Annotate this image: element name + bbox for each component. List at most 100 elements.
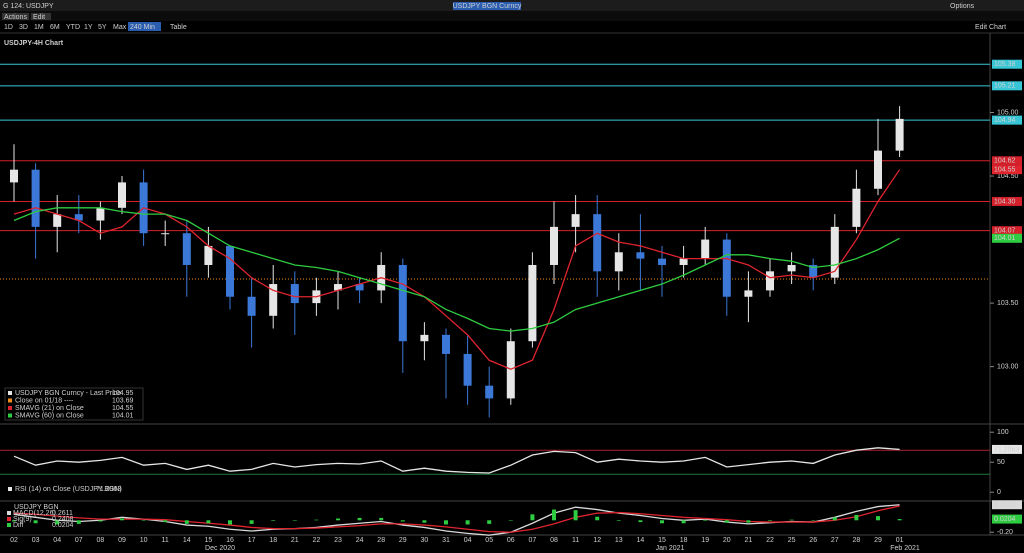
histogram-bar xyxy=(876,516,880,521)
y-tick-label: 105.00 xyxy=(997,109,1019,116)
legend-value: 104.01 xyxy=(112,412,134,419)
histogram-bar xyxy=(33,520,38,524)
x-tick-label: 18 xyxy=(269,537,277,544)
legend-value: 103.69 xyxy=(112,397,134,404)
x-tick-label: 02 xyxy=(10,537,18,544)
x-tick-label: 21 xyxy=(745,537,753,544)
histogram-bar xyxy=(789,519,794,521)
value-box xyxy=(992,196,1022,206)
interval[interactable]: 240 Min xyxy=(130,24,155,31)
candle-body xyxy=(398,264,407,342)
action-bar xyxy=(0,11,1024,21)
candle-body xyxy=(679,258,688,265)
period-button[interactable]: 1D xyxy=(4,24,13,31)
histogram-bar xyxy=(897,519,902,521)
histogram-bar xyxy=(184,520,189,524)
candle-body xyxy=(528,264,537,342)
period-button[interactable]: YTD xyxy=(66,24,80,31)
x-tick-label: 13 xyxy=(615,537,623,544)
period-button[interactable]: 1M xyxy=(34,24,44,31)
candle-body xyxy=(118,182,126,208)
x-month-label: Jan 2021 xyxy=(656,545,685,552)
candle-body xyxy=(571,214,580,227)
value-box-label: 0.0204 xyxy=(994,516,1016,523)
candle-body xyxy=(420,334,429,342)
actions-button[interactable] xyxy=(2,13,29,20)
value-box xyxy=(992,59,1022,69)
period-button[interactable]: 5Y xyxy=(98,24,107,31)
histogram-bar xyxy=(292,520,297,521)
histogram-bar xyxy=(98,520,103,522)
histogram-bar xyxy=(487,520,492,524)
legend-box xyxy=(4,387,144,421)
options-menu[interactable]: Options xyxy=(950,3,975,10)
legend-label: Close on 01/18 ---- xyxy=(15,397,74,404)
histogram-bar xyxy=(336,518,340,521)
histogram-bar xyxy=(573,510,578,521)
value-box xyxy=(992,514,1022,524)
security-box[interactable] xyxy=(453,2,521,10)
series-line xyxy=(13,207,900,332)
edit-button[interactable] xyxy=(31,13,51,20)
x-tick-label: 09 xyxy=(118,537,126,544)
table-button[interactable]: Table xyxy=(170,24,187,31)
x-tick-label: 16 xyxy=(226,537,234,544)
value-box xyxy=(992,81,1022,91)
period-button[interactable]: 1Y xyxy=(84,24,93,31)
security[interactable]: USDJPY BGN Curncy xyxy=(453,3,522,10)
series-line xyxy=(13,505,900,533)
candle-body xyxy=(53,214,62,227)
histogram-bar xyxy=(357,517,362,521)
edit-chart-button[interactable]: Edit Chart xyxy=(975,24,1006,31)
legend-value: 0.2611 xyxy=(52,510,73,517)
candle-body xyxy=(658,258,666,265)
x-tick-label: 15 xyxy=(658,537,666,544)
x-tick-label: 14 xyxy=(183,537,191,544)
candle-body xyxy=(744,290,753,297)
x-tick-label: 26 xyxy=(809,537,817,544)
x-tick-label: 21 xyxy=(291,537,299,544)
candle-body xyxy=(334,284,342,291)
y-tick-label: 100 xyxy=(997,429,1009,436)
actions[interactable]: Actions xyxy=(4,14,27,21)
value-box-label: 104.62 xyxy=(994,158,1016,165)
x-tick-label: 25 xyxy=(788,537,796,544)
edit[interactable]: Edit xyxy=(33,14,45,21)
histogram-bar xyxy=(422,520,427,523)
x-tick-label: 19 xyxy=(701,537,709,544)
candle-body xyxy=(830,226,839,278)
histogram-bar xyxy=(120,518,124,521)
histogram-bar xyxy=(314,519,319,521)
window-title: G 124: USDJPY xyxy=(3,3,54,10)
histogram-bar xyxy=(811,520,816,521)
x-tick-label: 31 xyxy=(442,537,450,544)
legend-label: MACD(12,26) xyxy=(13,510,56,517)
histogram-bar xyxy=(400,520,405,522)
candle-body xyxy=(269,284,278,316)
candle-body xyxy=(636,252,645,259)
value-box xyxy=(992,233,1022,243)
period-button[interactable]: Max xyxy=(113,24,127,31)
value-box xyxy=(992,444,1022,454)
histogram-bar xyxy=(228,520,232,525)
series-line xyxy=(13,169,901,370)
x-tick-label: 29 xyxy=(874,537,882,544)
legend-swatch xyxy=(8,398,12,403)
period-button[interactable]: 6M xyxy=(50,24,60,31)
candle-body xyxy=(204,245,213,265)
y-tick-label: 104.50 xyxy=(997,173,1019,180)
histogram-bar xyxy=(141,520,146,521)
candle-body xyxy=(895,118,904,151)
legend-label: RSI (14) on Close (USDJPY BGN) xyxy=(15,486,122,493)
period-bar: 1D 3D 1M 6M YTD 1Y 5Y Max xyxy=(4,24,127,31)
value-box-label: 104.55 xyxy=(994,167,1016,174)
histogram-bar xyxy=(379,517,384,521)
x-tick-label: 24 xyxy=(356,537,364,544)
histogram-bar xyxy=(76,520,81,524)
x-tick-label: 29 xyxy=(399,537,407,544)
histogram-bar xyxy=(508,520,513,521)
period-button[interactable]: 3D xyxy=(19,24,28,31)
interval-button[interactable] xyxy=(128,22,161,31)
legend-value: 104.55 xyxy=(112,405,134,412)
